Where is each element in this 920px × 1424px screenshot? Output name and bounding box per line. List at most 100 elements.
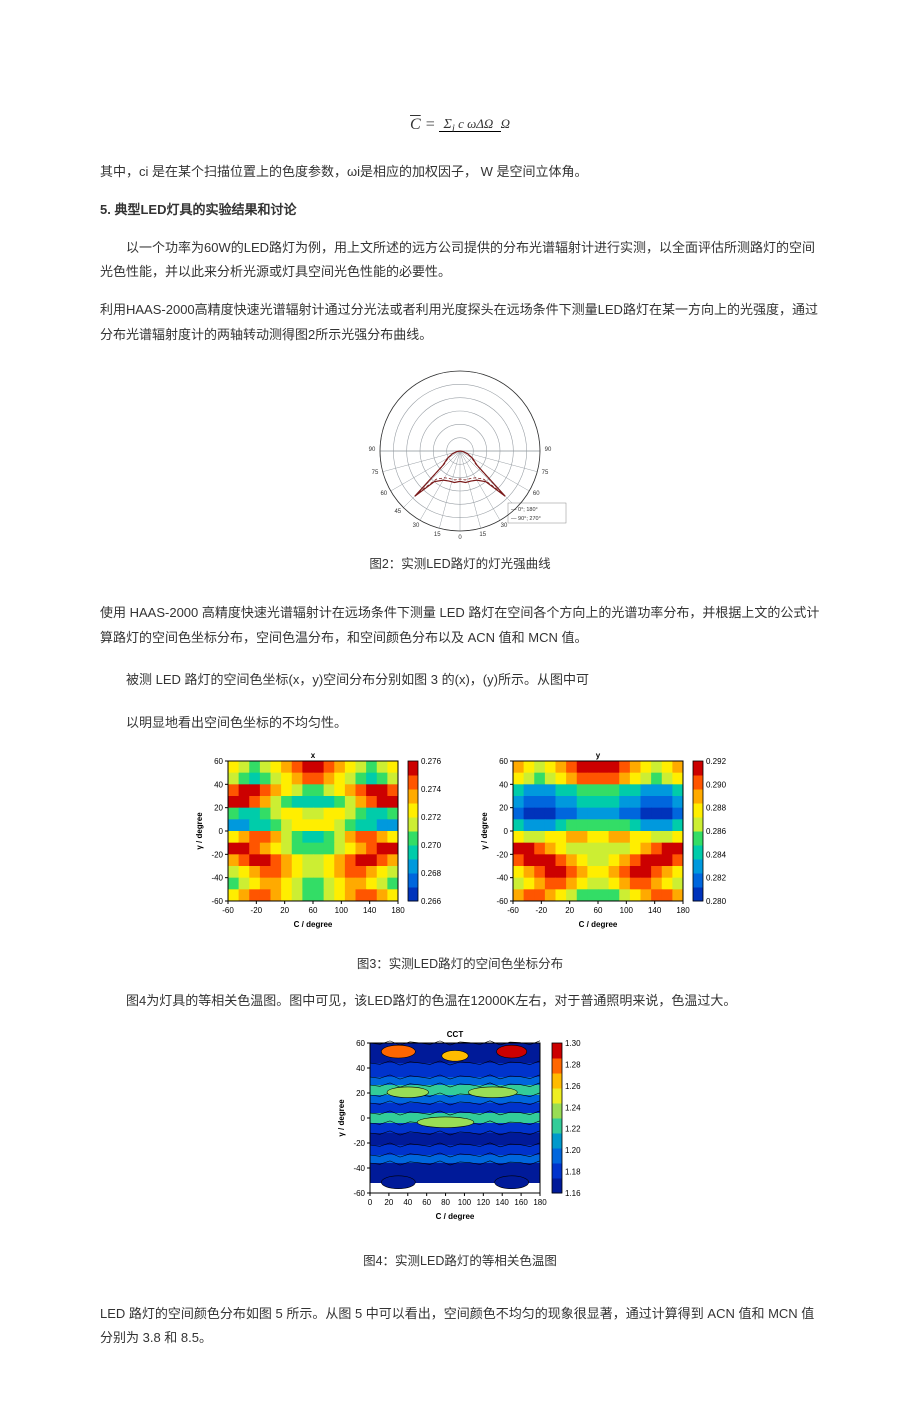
svg-text:30: 30 bbox=[501, 523, 508, 529]
figure-4-caption: 图4：实测LED路灯的等相关色温图 bbox=[100, 1250, 820, 1274]
svg-text:30: 30 bbox=[413, 523, 420, 529]
svg-text:-60: -60 bbox=[211, 897, 223, 906]
document-page: C = Σi c ωΔΩ Ω 其中，ci 是在某个扫描位置上的色度参数，ωi是相… bbox=[0, 0, 920, 1424]
svg-text:0.286: 0.286 bbox=[706, 827, 727, 836]
svg-text:0.284: 0.284 bbox=[706, 850, 727, 859]
svg-text:C / degree: C / degree bbox=[294, 920, 333, 929]
svg-text:-20: -20 bbox=[211, 850, 223, 859]
equation-c-bar: C = Σi c ωΔΩ Ω bbox=[100, 110, 820, 140]
figure-3-pair: -60 -40 -20 0 20 40 60 -60 -20 20 60 100 140 180 γ / d… bbox=[100, 749, 820, 939]
svg-text:100: 100 bbox=[335, 906, 349, 915]
svg-text:60: 60 bbox=[533, 491, 540, 497]
svg-text:γ / degree: γ / degree bbox=[337, 1099, 346, 1137]
svg-text:120: 120 bbox=[477, 1198, 491, 1207]
figure-4-contour: CCT-60-40-200204060020406080100120140160… bbox=[330, 1027, 590, 1246]
svg-text:— 0°; 180°: — 0°; 180° bbox=[511, 507, 538, 513]
svg-text:-40: -40 bbox=[211, 873, 223, 882]
svg-text:0.274: 0.274 bbox=[421, 785, 442, 794]
para-xy-nonuniform: 以明显地看出空间色坐标的不均匀性。 bbox=[100, 711, 820, 736]
svg-text:140: 140 bbox=[363, 906, 377, 915]
svg-text:20: 20 bbox=[356, 1089, 365, 1098]
section-5-heading: 5. 典型LED灯具的实验结果和讨论 bbox=[100, 198, 820, 223]
svg-text:γ / degree: γ / degree bbox=[480, 811, 489, 849]
svg-text:0.276: 0.276 bbox=[421, 757, 442, 766]
svg-text:CCT: CCT bbox=[447, 1030, 464, 1039]
svg-text:-60: -60 bbox=[353, 1189, 365, 1198]
svg-text:15: 15 bbox=[434, 532, 441, 538]
svg-text:0: 0 bbox=[504, 827, 509, 836]
svg-text:1.20: 1.20 bbox=[565, 1146, 581, 1155]
heatmap-x-svg: -60-40-200204060-60-202060100140180γ / d… bbox=[190, 749, 445, 939]
svg-text:-60: -60 bbox=[507, 906, 519, 915]
eq-num: Σi c ωΔΩ bbox=[439, 116, 500, 132]
svg-text:20: 20 bbox=[280, 906, 289, 915]
eq-den: Ω bbox=[501, 115, 510, 131]
svg-text:-40: -40 bbox=[496, 873, 508, 882]
svg-text:90: 90 bbox=[369, 447, 376, 453]
svg-text:60: 60 bbox=[499, 757, 508, 766]
svg-text:0.288: 0.288 bbox=[706, 803, 727, 812]
figure-3-caption: 图3：实测LED路灯的空间色坐标分布 bbox=[100, 953, 820, 977]
svg-text:20: 20 bbox=[565, 906, 574, 915]
svg-text:0: 0 bbox=[361, 1114, 366, 1123]
svg-text:1.16: 1.16 bbox=[565, 1189, 581, 1198]
svg-text:75: 75 bbox=[542, 469, 549, 475]
svg-text:180: 180 bbox=[391, 906, 405, 915]
polar-chart-svg: 9075604530150153045607590— 0°; 180°— 90°… bbox=[350, 361, 570, 541]
contour-svg: CCT-60-40-200204060020406080100120140160… bbox=[330, 1027, 590, 1237]
svg-text:C / degree: C / degree bbox=[579, 920, 618, 929]
svg-text:-60: -60 bbox=[496, 897, 508, 906]
svg-text:60: 60 bbox=[214, 757, 223, 766]
svg-text:-40: -40 bbox=[353, 1164, 365, 1173]
svg-text:0.270: 0.270 bbox=[421, 841, 442, 850]
svg-text:0: 0 bbox=[368, 1198, 373, 1207]
svg-text:1.30: 1.30 bbox=[565, 1039, 581, 1048]
eq-fraction: Σi c ωΔΩ Ω bbox=[439, 112, 509, 139]
para-haas-spectral: 使用 HAAS-2000 高精度快速光谱辐射计在远场条件下测量 LED 路灯在空… bbox=[100, 601, 820, 650]
svg-text:0.282: 0.282 bbox=[706, 873, 727, 882]
svg-text:140: 140 bbox=[496, 1198, 510, 1207]
svg-text:0.268: 0.268 bbox=[421, 869, 442, 878]
svg-text:1.24: 1.24 bbox=[565, 1103, 581, 1112]
svg-text:y: y bbox=[596, 751, 601, 760]
eq-num-expr: c ωΔΩ bbox=[458, 116, 493, 131]
svg-text:-60: -60 bbox=[222, 906, 234, 915]
svg-text:-20: -20 bbox=[496, 850, 508, 859]
svg-text:80: 80 bbox=[441, 1198, 450, 1207]
svg-text:15: 15 bbox=[479, 532, 486, 538]
figure-2-polar: 9075604530150153045607590— 0°; 180°— 90°… bbox=[350, 361, 570, 550]
svg-text:40: 40 bbox=[356, 1064, 365, 1073]
para-haas-measure: 利用HAAS-2000高精度快速光谱辐射计通过分光法或者利用光度探头在远场条件下… bbox=[100, 298, 820, 347]
svg-text:100: 100 bbox=[458, 1198, 472, 1207]
para-xy-intro: 被测 LED 路灯的空间色坐标(x，y)空间分布分别如图 3 的(x)，(y)所… bbox=[100, 668, 820, 693]
para-fig4-desc: 图4为灯具的等相关色温图。图中可见，该LED路灯的色温在12000K左右，对于普… bbox=[100, 989, 820, 1014]
svg-text:60: 60 bbox=[380, 491, 387, 497]
svg-text:C / degree: C / degree bbox=[436, 1212, 475, 1221]
svg-text:1.28: 1.28 bbox=[565, 1061, 581, 1070]
svg-text:-20: -20 bbox=[251, 906, 263, 915]
para-60w-intro: 以一个功率为60W的LED路灯为例，用上文所述的远方公司提供的分布光谱辐射计进行… bbox=[100, 236, 820, 285]
svg-text:20: 20 bbox=[499, 803, 508, 812]
svg-text:40: 40 bbox=[403, 1198, 412, 1207]
svg-text:60: 60 bbox=[356, 1039, 365, 1048]
svg-text:0: 0 bbox=[458, 535, 462, 541]
svg-text:1.18: 1.18 bbox=[565, 1168, 581, 1177]
svg-text:60: 60 bbox=[422, 1198, 431, 1207]
svg-text:20: 20 bbox=[384, 1198, 393, 1207]
svg-text:20: 20 bbox=[214, 803, 223, 812]
svg-text:-20: -20 bbox=[353, 1139, 365, 1148]
svg-text:60: 60 bbox=[309, 906, 318, 915]
svg-text:75: 75 bbox=[372, 469, 379, 475]
svg-text:0.290: 0.290 bbox=[706, 780, 727, 789]
svg-text:1.26: 1.26 bbox=[565, 1082, 581, 1091]
svg-text:0.292: 0.292 bbox=[706, 757, 727, 766]
svg-text:0.280: 0.280 bbox=[706, 897, 727, 906]
svg-text:60: 60 bbox=[594, 906, 603, 915]
svg-text:1.22: 1.22 bbox=[565, 1125, 581, 1134]
svg-text:40: 40 bbox=[214, 780, 223, 789]
svg-text:90: 90 bbox=[545, 447, 552, 453]
eq-sum-sub: i bbox=[452, 122, 455, 134]
svg-text:0.266: 0.266 bbox=[421, 897, 442, 906]
para-ci-desc: 其中，ci 是在某个扫描位置上的色度参数，ωi是相应的加权因子， W 是空间立体… bbox=[100, 160, 820, 185]
svg-text:x: x bbox=[311, 751, 316, 760]
